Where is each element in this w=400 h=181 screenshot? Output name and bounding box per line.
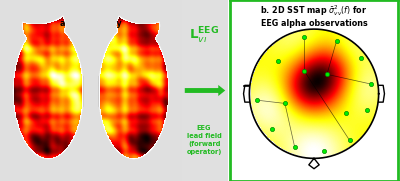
Bar [83,18,99,167]
Text: EEG alpha observations: EEG alpha observations [261,19,367,28]
Text: EEG
lead field
(forward
operator): EEG lead field (forward operator) [186,125,222,155]
Text: $\mathbf{L}^{\mathbf{EEG}}_{v\imath}$: $\mathbf{L}^{\mathbf{EEG}}_{v\imath}$ [189,26,219,46]
Text: b. 2D SST map $\bar{\sigma}^2_{vv}(f)$ for: b. 2D SST map $\bar{\sigma}^2_{vv}(f)$ f… [260,3,368,18]
Text: alpha activity: alpha activity [60,19,122,28]
Text: a. 3D CST map $\bar{\sigma}^2_{u}(f)$ for: a. 3D CST map $\bar{\sigma}^2_{u}(f)$ fo… [39,5,143,19]
